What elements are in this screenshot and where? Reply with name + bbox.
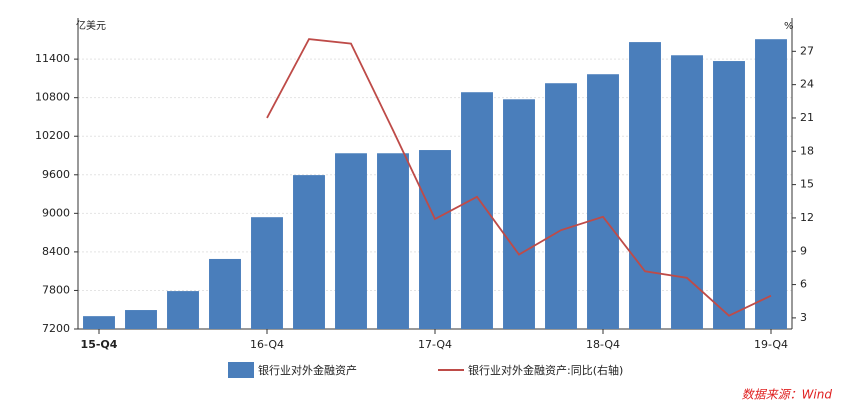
y-tick-label: 7800 bbox=[42, 283, 70, 296]
y-tick-label: 8400 bbox=[42, 245, 70, 258]
line bbox=[266, 38, 772, 317]
y-tick-label: 11400 bbox=[35, 52, 70, 65]
bar bbox=[377, 153, 409, 329]
bar bbox=[293, 175, 325, 329]
y2-tick-label: 6 bbox=[800, 278, 807, 291]
x-tick-label: 18-Q4 bbox=[586, 338, 620, 351]
bar bbox=[335, 153, 367, 329]
bar bbox=[629, 42, 661, 330]
bar bbox=[83, 316, 115, 329]
x-tick-label: 19-Q4 bbox=[754, 338, 788, 351]
y2-axis-label: % bbox=[784, 21, 794, 32]
x-tick-label: 16-Q4 bbox=[250, 338, 284, 351]
bar bbox=[755, 39, 787, 330]
y2-tick-label: 27 bbox=[800, 44, 814, 57]
y-tick-label: 7200 bbox=[42, 322, 70, 335]
bar bbox=[545, 83, 577, 330]
legend-swatch bbox=[228, 362, 254, 378]
y2-tick-label: 18 bbox=[800, 144, 814, 157]
legend-label: 银行业对外金融资产:同比(右轴) bbox=[468, 363, 623, 377]
bar bbox=[671, 55, 703, 330]
legend-label: 银行业对外金融资产 bbox=[258, 363, 357, 377]
bar bbox=[503, 99, 535, 329]
y-tick-label: 10200 bbox=[35, 129, 70, 142]
bar bbox=[713, 61, 745, 330]
bar bbox=[419, 150, 451, 329]
y-tick-label: 9600 bbox=[42, 168, 70, 181]
bar bbox=[461, 92, 493, 329]
source: 数据来源：Wind bbox=[742, 388, 833, 402]
y-tick-label: 9000 bbox=[42, 206, 70, 219]
y2-tick-label: 9 bbox=[800, 244, 807, 257]
y2-tick-label: 21 bbox=[800, 111, 814, 124]
bar bbox=[125, 310, 157, 329]
bar bbox=[251, 217, 283, 329]
y2-tick-label: 3 bbox=[800, 311, 807, 324]
bar bbox=[209, 258, 241, 329]
y2-tick-label: 15 bbox=[800, 178, 814, 191]
x-tick-label: 17-Q4 bbox=[418, 338, 452, 351]
bar bbox=[167, 291, 199, 329]
y-tick-label: 10800 bbox=[35, 91, 70, 104]
y-axis-label: 亿美元 bbox=[76, 19, 106, 32]
y2-tick-label: 24 bbox=[800, 78, 814, 91]
bar bbox=[587, 74, 619, 329]
y2-tick-label: 12 bbox=[800, 211, 814, 224]
x-tick-label: 15-Q4 bbox=[81, 338, 118, 351]
